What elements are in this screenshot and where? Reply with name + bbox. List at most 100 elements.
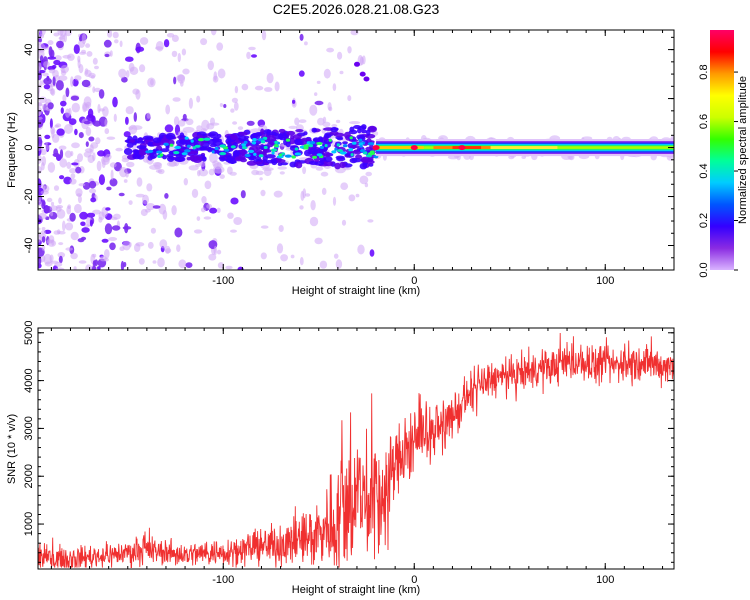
heatmap-ridge-peak bbox=[203, 137, 211, 141]
heatmap-noise-blob bbox=[102, 156, 110, 163]
heatmap-noise-blob bbox=[38, 38, 42, 43]
heatmap-noise-blob bbox=[53, 59, 61, 66]
heatmap-noise-blob bbox=[109, 242, 116, 251]
heatmap-noise-blob bbox=[174, 227, 183, 238]
heatmap-noise-blob bbox=[339, 70, 344, 75]
heatmap-noise-blob bbox=[233, 217, 243, 225]
heatmap-noise-blob bbox=[178, 259, 187, 269]
heatmap-ridge-blob bbox=[366, 129, 371, 136]
heatmap-noise-blob bbox=[54, 124, 59, 128]
heatmap-noise-blob bbox=[50, 201, 55, 207]
heatmap-noise-blob bbox=[78, 132, 84, 139]
heatmap-ridge-blob bbox=[227, 160, 237, 164]
heatmap-noise-blob bbox=[46, 197, 53, 203]
heatmap-noise-blob bbox=[177, 52, 181, 63]
snr-panel: -100 0 100 1000 2000 3000 4000 5000 Height of s… bbox=[6, 321, 675, 596]
heatmap-ridge-blob bbox=[285, 141, 291, 148]
heatmap-noise-blob bbox=[74, 203, 82, 214]
heatmap-axes: -100 0 100 -40 -20 0 20 40 bbox=[23, 30, 674, 287]
heatmap-ridge-peak bbox=[303, 144, 310, 148]
heatmap-ridge-peak bbox=[337, 149, 343, 153]
heatmap-ridge-blob bbox=[142, 135, 154, 140]
heatmap-ridge-peak bbox=[163, 142, 169, 146]
heatmap-haze-blob bbox=[288, 125, 298, 129]
heatmap-noise-blob bbox=[44, 134, 51, 140]
heatmap-ridge-blob bbox=[278, 133, 284, 140]
heatmap-ridge-blob bbox=[190, 154, 195, 162]
heatmap-ridge-blob bbox=[200, 146, 208, 151]
heatmap-noise-blob bbox=[65, 247, 73, 251]
heatmap-ridge-peak bbox=[258, 154, 264, 158]
heatmap-ridge-blob bbox=[330, 126, 339, 133]
heatmap-noise-blob bbox=[260, 225, 269, 229]
heatmap-noise-blob bbox=[38, 102, 43, 107]
colorbar-gradient bbox=[710, 30, 734, 270]
heatmap-ridge-blob bbox=[137, 137, 143, 143]
heatmap-noise-blob bbox=[230, 108, 235, 113]
heatmap-ridge-blob bbox=[174, 156, 186, 162]
heatmap-noise-blob bbox=[335, 119, 341, 124]
heatmap-noise-blob bbox=[38, 145, 42, 151]
snr-y-tick-label: 4000 bbox=[23, 368, 35, 392]
heatmap-noise-blob bbox=[54, 55, 62, 61]
heatmap-noise-blob bbox=[333, 253, 339, 259]
heatmap-y-tick-label: 0 bbox=[23, 144, 35, 150]
heatmap-ridge-blob bbox=[123, 148, 133, 155]
heatmap-noise-blob bbox=[65, 87, 70, 98]
heatmap-haze-blob bbox=[263, 168, 272, 177]
colorbar-tick-label: 0.4 bbox=[698, 163, 710, 178]
heatmap-noise-blob bbox=[69, 178, 77, 185]
heatmap-ridge-blob bbox=[227, 140, 232, 147]
heatmap-noise-blob bbox=[276, 243, 284, 254]
heatmap-noise-blob bbox=[209, 207, 218, 214]
heatmap-ridge-blob bbox=[219, 156, 226, 162]
heatmap-noise-blob bbox=[59, 149, 64, 159]
heatmap-haze-blob bbox=[365, 171, 373, 177]
heatmap-noise-blob bbox=[261, 30, 267, 41]
heatmap-noise-blob bbox=[91, 265, 97, 270]
heatmap-ridge-peak bbox=[244, 153, 251, 158]
heatmap-noise-blob bbox=[106, 136, 116, 140]
heatmap-noise-blob bbox=[122, 240, 131, 251]
heatmap-ridge-blob bbox=[336, 137, 344, 141]
heatmap-noise-blob bbox=[50, 260, 59, 264]
heatmap-noise-blob bbox=[164, 193, 169, 199]
heatmap-ridge-blob bbox=[317, 136, 324, 143]
heatmap-outlier-dot bbox=[354, 61, 360, 67]
heatmap-noise-blob bbox=[309, 104, 318, 116]
heatmap-ridge-blob bbox=[300, 137, 312, 142]
heatmap-noise-blob bbox=[38, 136, 43, 148]
heatmap-noise-blob bbox=[146, 112, 151, 119]
heatmap-noise-blob bbox=[138, 258, 145, 265]
heatmap-noise-blob bbox=[119, 166, 128, 178]
heatmap-haze-blob bbox=[166, 161, 177, 167]
heatmap-noise-blob bbox=[62, 54, 72, 59]
chart-title: C2E5.2026.028.21.08.G23 bbox=[273, 1, 440, 17]
heatmap-ridge-blob bbox=[368, 126, 377, 131]
heatmap-noise-blob bbox=[83, 120, 91, 125]
heatmap-ridge-blob bbox=[152, 137, 162, 144]
heatmap-noise-blob bbox=[85, 127, 92, 136]
heatmap-ridge-blob bbox=[294, 138, 300, 143]
heatmap-noise-blob bbox=[185, 262, 193, 268]
heatmap-ridge-peak bbox=[260, 140, 266, 144]
heatmap-noise-blob bbox=[89, 219, 93, 227]
heatmap-ridge-peak bbox=[186, 144, 191, 148]
heatmap-noise-blob bbox=[77, 59, 81, 69]
heatmap-noise-blob bbox=[341, 219, 347, 226]
heatmap-noise-blob bbox=[40, 162, 45, 171]
heatmap-ridge-blob bbox=[234, 150, 240, 157]
heatmap-noise-blob bbox=[159, 239, 168, 249]
heatmap-noise-blob bbox=[52, 76, 56, 86]
snr-line bbox=[38, 332, 674, 569]
heatmap-noise-blob bbox=[123, 131, 131, 138]
heatmap-haze-blob bbox=[196, 125, 203, 132]
heatmap-ridge-peak bbox=[294, 147, 299, 151]
heatmap-ridge-blob bbox=[349, 145, 361, 149]
heatmap-x-axis-title: Height of straight line (km) bbox=[292, 285, 420, 297]
heatmap-noise-blob bbox=[246, 120, 255, 126]
heatmap-noise-blob bbox=[125, 56, 134, 62]
heatmap-noise-blob bbox=[40, 230, 46, 235]
heatmap-noise-blob bbox=[114, 39, 119, 44]
heatmap-ridge-peak bbox=[319, 145, 324, 149]
